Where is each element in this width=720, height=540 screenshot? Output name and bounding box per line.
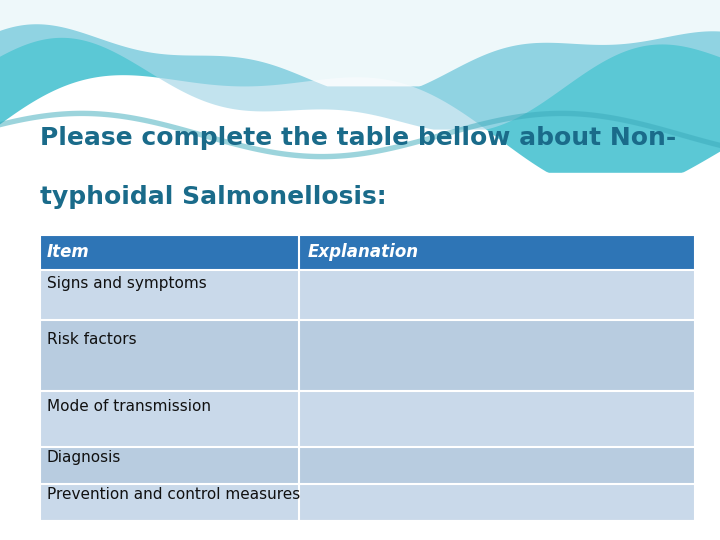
- Text: Mode of transmission: Mode of transmission: [47, 399, 211, 414]
- Text: Prevention and control measures: Prevention and control measures: [47, 487, 300, 502]
- Bar: [40, 235, 695, 270]
- Bar: [40, 270, 695, 320]
- Text: Explanation: Explanation: [307, 244, 418, 261]
- Polygon shape: [0, 0, 720, 86]
- Text: Signs and symptoms: Signs and symptoms: [47, 276, 207, 292]
- Polygon shape: [0, 0, 720, 130]
- Text: Please complete the table bellow about Non-: Please complete the table bellow about N…: [40, 126, 676, 150]
- Text: typhoidal Salmonellosis:: typhoidal Salmonellosis:: [40, 185, 386, 209]
- Text: Item: Item: [47, 244, 89, 261]
- Text: Risk factors: Risk factors: [47, 332, 136, 347]
- Bar: [40, 235, 695, 521]
- Bar: [40, 484, 695, 521]
- Polygon shape: [0, 111, 720, 159]
- Text: Diagnosis: Diagnosis: [47, 450, 121, 464]
- Bar: [40, 320, 695, 391]
- Bar: [40, 391, 695, 447]
- Bar: [40, 447, 695, 484]
- Polygon shape: [0, 0, 720, 173]
